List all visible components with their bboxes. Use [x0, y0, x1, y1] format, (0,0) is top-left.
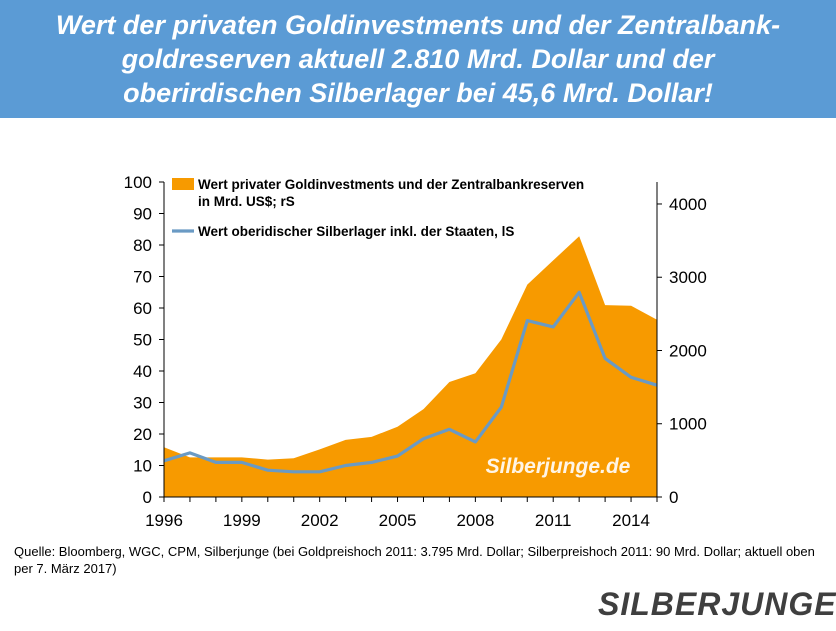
- headline-line-2: goldreserven aktuell 2.810 Mrd. Dollar u…: [121, 44, 715, 74]
- right-tick-label: 4000: [669, 195, 707, 214]
- x-tick-label: 2011: [535, 511, 572, 530]
- x-tick-label: 2005: [379, 511, 417, 530]
- right-tick-label: 0: [669, 488, 678, 507]
- left-tick-label: 50: [133, 331, 152, 350]
- headline-banner: Wert der privaten Goldinvestments und de…: [0, 0, 836, 118]
- left-tick-label: 100: [124, 173, 152, 192]
- left-tick-label: 60: [133, 299, 152, 318]
- axes-layer: 0102030405060708090100010002000300040001…: [124, 173, 707, 530]
- left-tick-label: 20: [133, 425, 152, 444]
- legend-swatch-gold: [172, 178, 194, 190]
- x-tick-label: 1996: [145, 511, 183, 530]
- chart: 0102030405060708090100010002000300040001…: [124, 173, 707, 530]
- left-tick-label: 40: [133, 362, 152, 381]
- x-tick-label: 2002: [301, 511, 339, 530]
- silver-line: [163, 290, 658, 474]
- gold-area: [164, 236, 657, 497]
- legend-label-gold: in Mrd. US$; rS: [198, 194, 295, 209]
- right-tick-label: 1000: [669, 415, 707, 434]
- watermark: Silberjunge.de: [486, 455, 631, 478]
- headline-line-3: oberirdischen Silberlager bei 45,6 Mrd. …: [123, 78, 713, 108]
- x-tick-label: 1999: [223, 511, 261, 530]
- gold-area-layer: [164, 236, 657, 497]
- legend: Wert privater Goldinvestments und der Ze…: [172, 177, 584, 239]
- headline-line-1: Wert der privaten Goldinvestments und de…: [55, 10, 781, 40]
- left-tick-label: 0: [143, 488, 152, 507]
- left-tick-label: 70: [133, 268, 152, 287]
- right-tick-label: 2000: [669, 341, 707, 360]
- right-tick-label: 3000: [669, 268, 707, 287]
- legend-label-gold: Wert privater Goldinvestments und der Ze…: [198, 177, 584, 192]
- x-tick-label: 2008: [456, 511, 494, 530]
- legend-label-silver: Wert oberidischer Silberlager inkl. der …: [198, 224, 514, 239]
- left-tick-label: 10: [133, 457, 152, 476]
- left-tick-label: 90: [133, 205, 152, 224]
- source-note: Quelle: Bloomberg, WGC, CPM, Silberjunge…: [14, 544, 815, 576]
- left-tick-label: 80: [133, 236, 152, 255]
- x-tick-label: 2014: [612, 511, 650, 530]
- left-tick-label: 30: [133, 394, 152, 413]
- silver-line-layer: [163, 290, 658, 474]
- silberjunge-logo: SILBERJUNGE.: [598, 586, 836, 622]
